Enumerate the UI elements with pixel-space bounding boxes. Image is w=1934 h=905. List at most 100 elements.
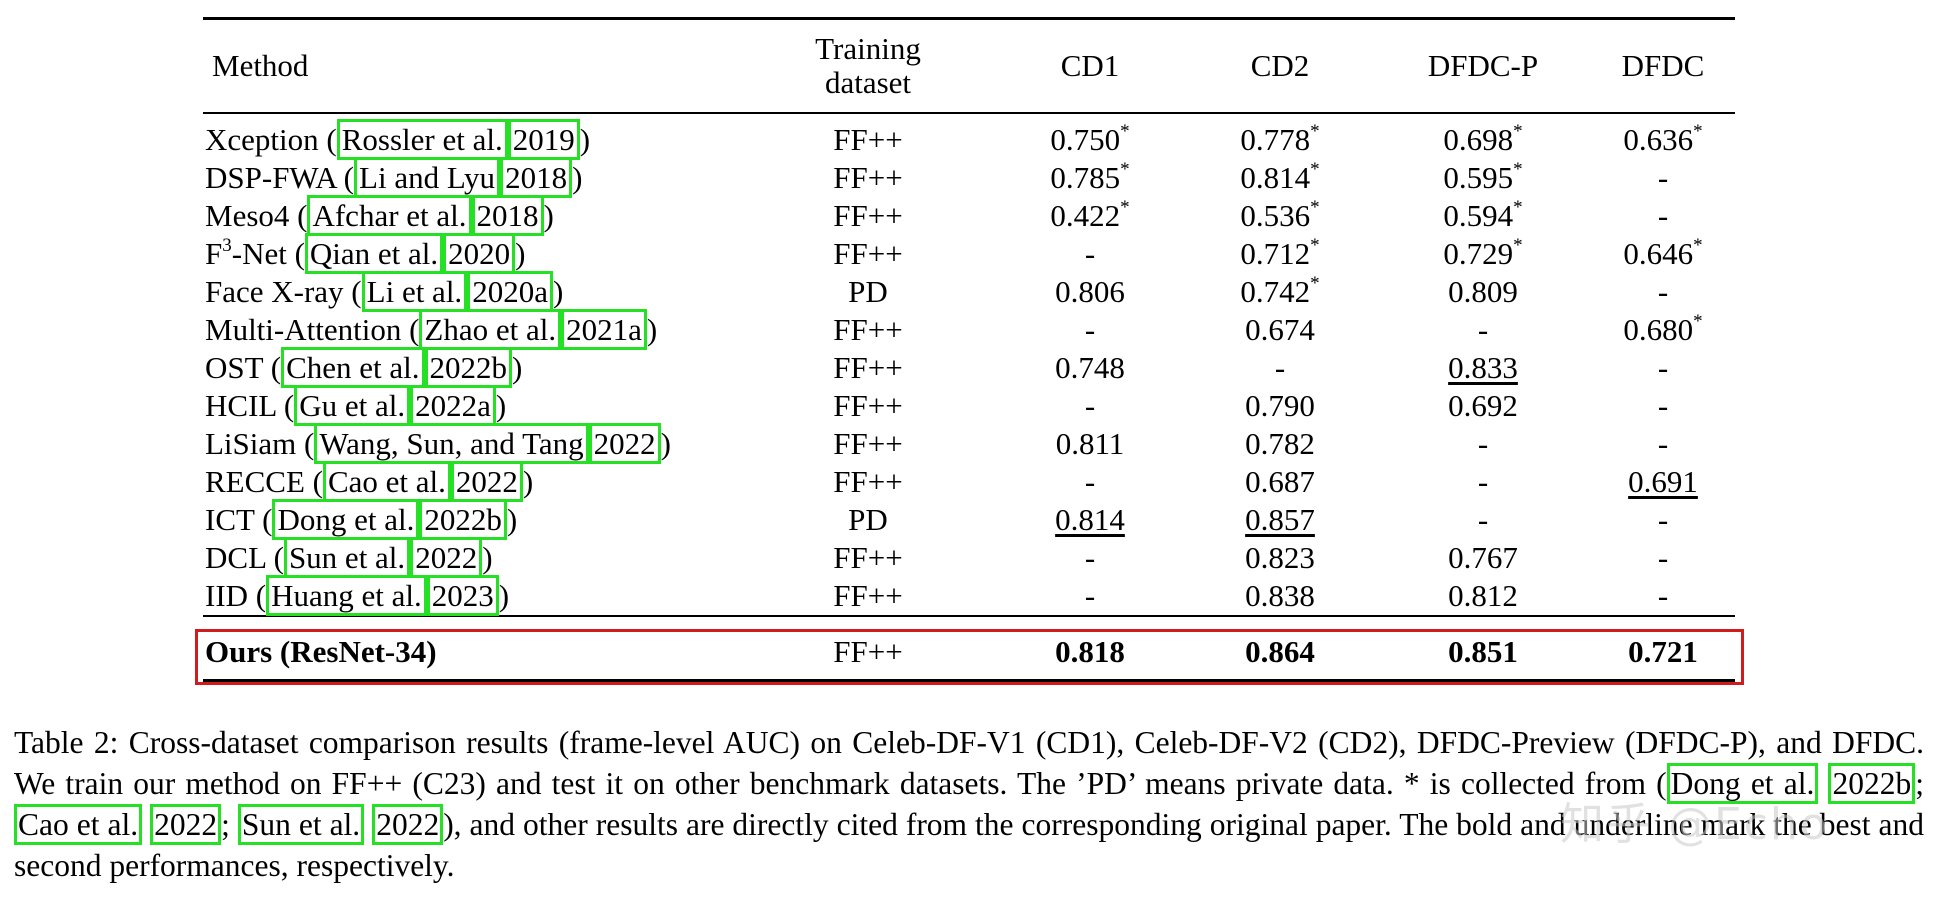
citation-author-link[interactable]: Rossler et al. bbox=[336, 119, 508, 160]
dfdc-cell: - bbox=[1591, 577, 1735, 616]
dfdcp-cell: 0.698* bbox=[1375, 113, 1591, 159]
citation-year-link[interactable]: 2022a bbox=[410, 385, 496, 426]
method-name: F bbox=[205, 236, 223, 271]
dfdcp-value: - bbox=[1477, 312, 1489, 347]
dfdcp-value: 0.729 bbox=[1443, 236, 1514, 271]
table-row: ICT (Dong et al. 2022b) PD 0.814 0.857 - … bbox=[203, 499, 1735, 540]
dfdcp-cell: - bbox=[1375, 463, 1591, 501]
citation-year-link[interactable]: 2022 bbox=[588, 423, 661, 464]
training-cell: PD bbox=[848, 274, 888, 309]
cd2-value: 0.782 bbox=[1245, 426, 1315, 461]
cd1-value: - bbox=[1084, 464, 1096, 499]
dfdcp-value: 0.692 bbox=[1448, 388, 1518, 423]
dfdcp-cell: 0.833 bbox=[1375, 349, 1591, 387]
method-cell: OST (Chen et al. 2022b) bbox=[203, 347, 741, 388]
dfdcp-value: - bbox=[1477, 426, 1489, 461]
table-row: HCIL (Gu et al. 2022a) FF++ - 0.790 0.692… bbox=[203, 385, 1735, 426]
cd1-value: 0.422 bbox=[1050, 198, 1121, 233]
citation-author-link[interactable]: Afchar et al. bbox=[307, 195, 472, 236]
ours-cd1: 0.818 bbox=[1055, 634, 1125, 669]
dfdcp-cell: 0.595* bbox=[1375, 159, 1591, 197]
dfdcp-value: 0.595 bbox=[1443, 160, 1514, 195]
ours-cd2: 0.864 bbox=[1245, 634, 1315, 669]
caption-citation-author-link[interactable]: Cao et al. bbox=[14, 804, 143, 845]
dfdc-cell: 0.636* bbox=[1591, 113, 1735, 159]
table-row: Meso4 (Afchar et al. 2018) FF++ 0.422* 0.… bbox=[203, 195, 1735, 236]
table-row: Multi-Attention (Zhao et al. 2021a) FF++ … bbox=[203, 309, 1735, 350]
cd2-marker: * bbox=[1310, 272, 1320, 294]
dfdc-value: - bbox=[1657, 540, 1669, 575]
cd2-cell: 0.782 bbox=[1185, 425, 1375, 463]
dfdc-cell: 0.691 bbox=[1591, 463, 1735, 501]
citation-author-link[interactable]: Huang et al. bbox=[266, 575, 427, 616]
caption-citation-author-link[interactable]: Dong et al. bbox=[1666, 763, 1819, 804]
cd2-value: 0.674 bbox=[1245, 312, 1315, 347]
caption-citation-year-link[interactable]: 2022b bbox=[1828, 763, 1916, 804]
citation-year-link[interactable]: 2022 bbox=[410, 537, 483, 578]
cd1-cell: - bbox=[995, 387, 1185, 425]
dfdcp-cell: 0.594* bbox=[1375, 197, 1591, 235]
citation-year-link[interactable]: 2018 bbox=[500, 157, 573, 198]
citation-year-link[interactable]: 2022b bbox=[419, 499, 507, 540]
citation-author-link[interactable]: Chen et al. bbox=[281, 347, 425, 388]
dfdcp-cell: 0.767 bbox=[1375, 539, 1591, 577]
method-close-paren: ) bbox=[660, 426, 671, 461]
citation-year-link[interactable]: 2022b bbox=[424, 347, 513, 388]
caption-citation-author-link[interactable]: Sun et al. bbox=[237, 804, 365, 845]
cd1-cell: - bbox=[995, 463, 1185, 501]
cd2-marker: * bbox=[1310, 120, 1320, 142]
table-row: OST (Chen et al. 2022b) FF++ 0.748 - 0.83… bbox=[203, 347, 1735, 388]
cd1-cell: - bbox=[995, 235, 1185, 273]
dfdc-cell: - bbox=[1591, 425, 1735, 463]
citation-author-link[interactable]: Li and Lyu bbox=[354, 157, 501, 198]
caption-citation-year-link[interactable]: 2022 bbox=[372, 804, 444, 845]
citation-year-link[interactable]: 2019 bbox=[507, 119, 580, 160]
dfdcp-value: - bbox=[1477, 502, 1489, 537]
training-cell: PD bbox=[848, 502, 888, 537]
caption-text-end: ), and other results are directly cited … bbox=[14, 807, 1924, 883]
citation-year-link[interactable]: 2020 bbox=[443, 233, 516, 274]
cd2-value: - bbox=[1274, 350, 1286, 385]
cd1-value: - bbox=[1084, 388, 1096, 423]
method-name: LiSiam ( bbox=[205, 426, 315, 461]
cd2-value: 0.814 bbox=[1240, 160, 1311, 195]
dfdcp-value: 0.594 bbox=[1443, 198, 1514, 233]
method-cell: RECCE (Cao et al. 2022) bbox=[203, 461, 741, 502]
cd1-cell: 0.750* bbox=[995, 113, 1185, 159]
table-row: F3-Net (Qian et al. 2020) FF++ - 0.712* 0… bbox=[203, 233, 1735, 274]
table-row: Xception (Rossler et al. 2019) FF++ 0.750… bbox=[203, 113, 1735, 160]
dfdc-value: 0.636 bbox=[1623, 122, 1694, 157]
citation-year-link[interactable]: 2018 bbox=[471, 195, 544, 236]
dfdcp-cell: - bbox=[1375, 425, 1591, 463]
citation-year-link[interactable]: 2022 bbox=[450, 461, 523, 502]
citation-author-link[interactable]: Li et al. bbox=[361, 271, 468, 312]
citation-year-link[interactable]: 2023 bbox=[426, 575, 499, 616]
method-cell: ICT (Dong et al. 2022b) bbox=[203, 499, 741, 540]
citation-year-link[interactable]: 2020a bbox=[467, 271, 553, 312]
cd1-value: 0.811 bbox=[1055, 426, 1125, 461]
caption-text: Table 2: Cross-dataset comparison result… bbox=[14, 725, 1924, 801]
citation-author-link[interactable]: Wang, Sun, and Tang bbox=[314, 423, 589, 464]
cd2-cell: - bbox=[1185, 349, 1375, 387]
cd2-cell: 0.778* bbox=[1185, 113, 1375, 159]
dfdc-value: 0.680 bbox=[1623, 312, 1694, 347]
cd2-cell: 0.838 bbox=[1185, 577, 1375, 616]
cd2-cell: 0.742* bbox=[1185, 273, 1375, 311]
dfdc-marker: * bbox=[1693, 310, 1703, 332]
caption-citation-year-link[interactable]: 2022 bbox=[150, 804, 222, 845]
training-cell: FF++ bbox=[833, 122, 903, 157]
table-row: Face X-ray (Li et al. 2020a) PD 0.806 0.7… bbox=[203, 271, 1735, 312]
dfdcp-value: 0.767 bbox=[1448, 540, 1518, 575]
citation-author-link[interactable]: Zhao et al. bbox=[419, 309, 562, 350]
citation-author-link[interactable]: Cao et al. bbox=[322, 461, 451, 502]
citation-year-link[interactable]: 2021a bbox=[561, 309, 647, 350]
citation-author-link[interactable]: Gu et al. bbox=[294, 385, 411, 426]
dfdc-cell: - bbox=[1591, 387, 1735, 425]
dfdcp-cell: 0.812 bbox=[1375, 577, 1591, 616]
training-cell: FF++ bbox=[833, 350, 903, 385]
cd2-value-second-best: 0.857 bbox=[1245, 502, 1315, 537]
citation-author-link[interactable]: Sun et al. bbox=[283, 537, 411, 578]
dfdcp-marker: * bbox=[1513, 120, 1523, 142]
citation-author-link[interactable]: Dong et al. bbox=[272, 499, 420, 540]
citation-author-link[interactable]: Qian et al. bbox=[304, 233, 444, 274]
